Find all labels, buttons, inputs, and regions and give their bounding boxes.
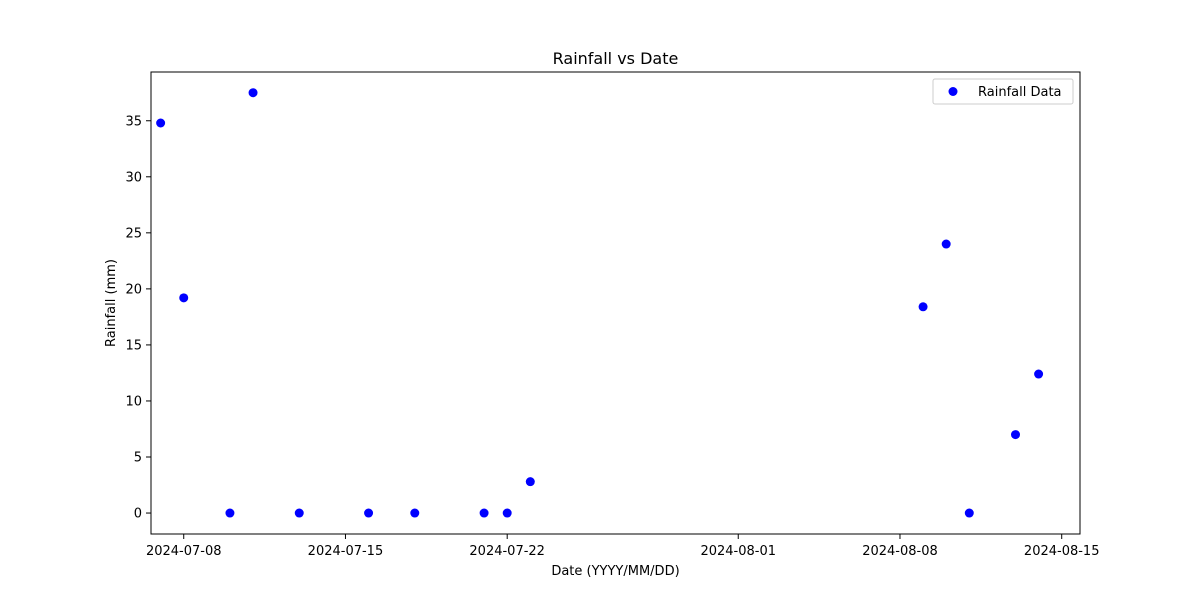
x-tick-label: 2024-08-01 xyxy=(700,544,776,559)
data-points xyxy=(156,88,1044,518)
legend-label: Rainfall Data xyxy=(978,85,1062,100)
x-tick-label: 2024-08-15 xyxy=(1024,544,1100,559)
data-point xyxy=(294,508,304,518)
data-point xyxy=(525,477,535,487)
data-point xyxy=(156,118,166,128)
legend: Rainfall Data xyxy=(932,78,1074,105)
x-tick-label: 2024-07-08 xyxy=(146,544,222,559)
y-tick-label: 25 xyxy=(125,226,142,241)
x-tick-label: 2024-07-15 xyxy=(308,544,384,559)
data-point xyxy=(410,508,420,518)
x-axis-label: Date (YYYY/MM/DD) xyxy=(551,564,679,579)
data-point xyxy=(179,293,189,303)
x-tick-label: 2024-07-22 xyxy=(469,544,545,559)
y-tick-label: 0 xyxy=(134,507,142,522)
y-tick-label: 10 xyxy=(125,394,142,409)
data-point xyxy=(918,302,928,312)
data-point xyxy=(502,508,512,518)
y-tick-label: 30 xyxy=(125,170,142,185)
legend-box xyxy=(932,78,1074,105)
plot-area-frame xyxy=(150,71,1081,535)
y-tick-label: 35 xyxy=(125,114,142,129)
y-tick-label: 15 xyxy=(125,338,142,353)
data-point xyxy=(1011,430,1020,440)
data-point xyxy=(225,508,235,518)
data-point xyxy=(941,239,951,249)
data-point xyxy=(479,508,489,518)
x-tick-label: 2024-08-08 xyxy=(862,544,938,559)
data-point xyxy=(364,508,374,518)
data-point xyxy=(964,508,974,518)
y-tick-label: 5 xyxy=(134,451,142,466)
data-point xyxy=(248,88,258,98)
legend-marker xyxy=(948,87,958,96)
y-axis-label: Rainfall (mm) xyxy=(104,259,119,347)
x-axis-ticks: 2024-07-08 2024-07-15 2024-07-22 2024-08-01… xyxy=(146,534,1100,559)
data-point xyxy=(1034,369,1044,379)
y-axis-ticks: 0 5 10 15 20 25 30 35 xyxy=(125,114,151,522)
y-tick-label: 20 xyxy=(125,282,142,297)
chart-title: Rainfall vs Date xyxy=(553,49,679,68)
